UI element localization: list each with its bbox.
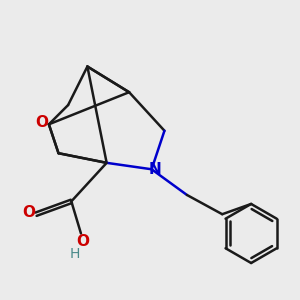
Text: O: O [35,115,48,130]
Text: N: N [149,162,162,177]
Text: O: O [22,205,35,220]
Text: O: O [76,234,89,249]
Text: H: H [69,248,80,261]
